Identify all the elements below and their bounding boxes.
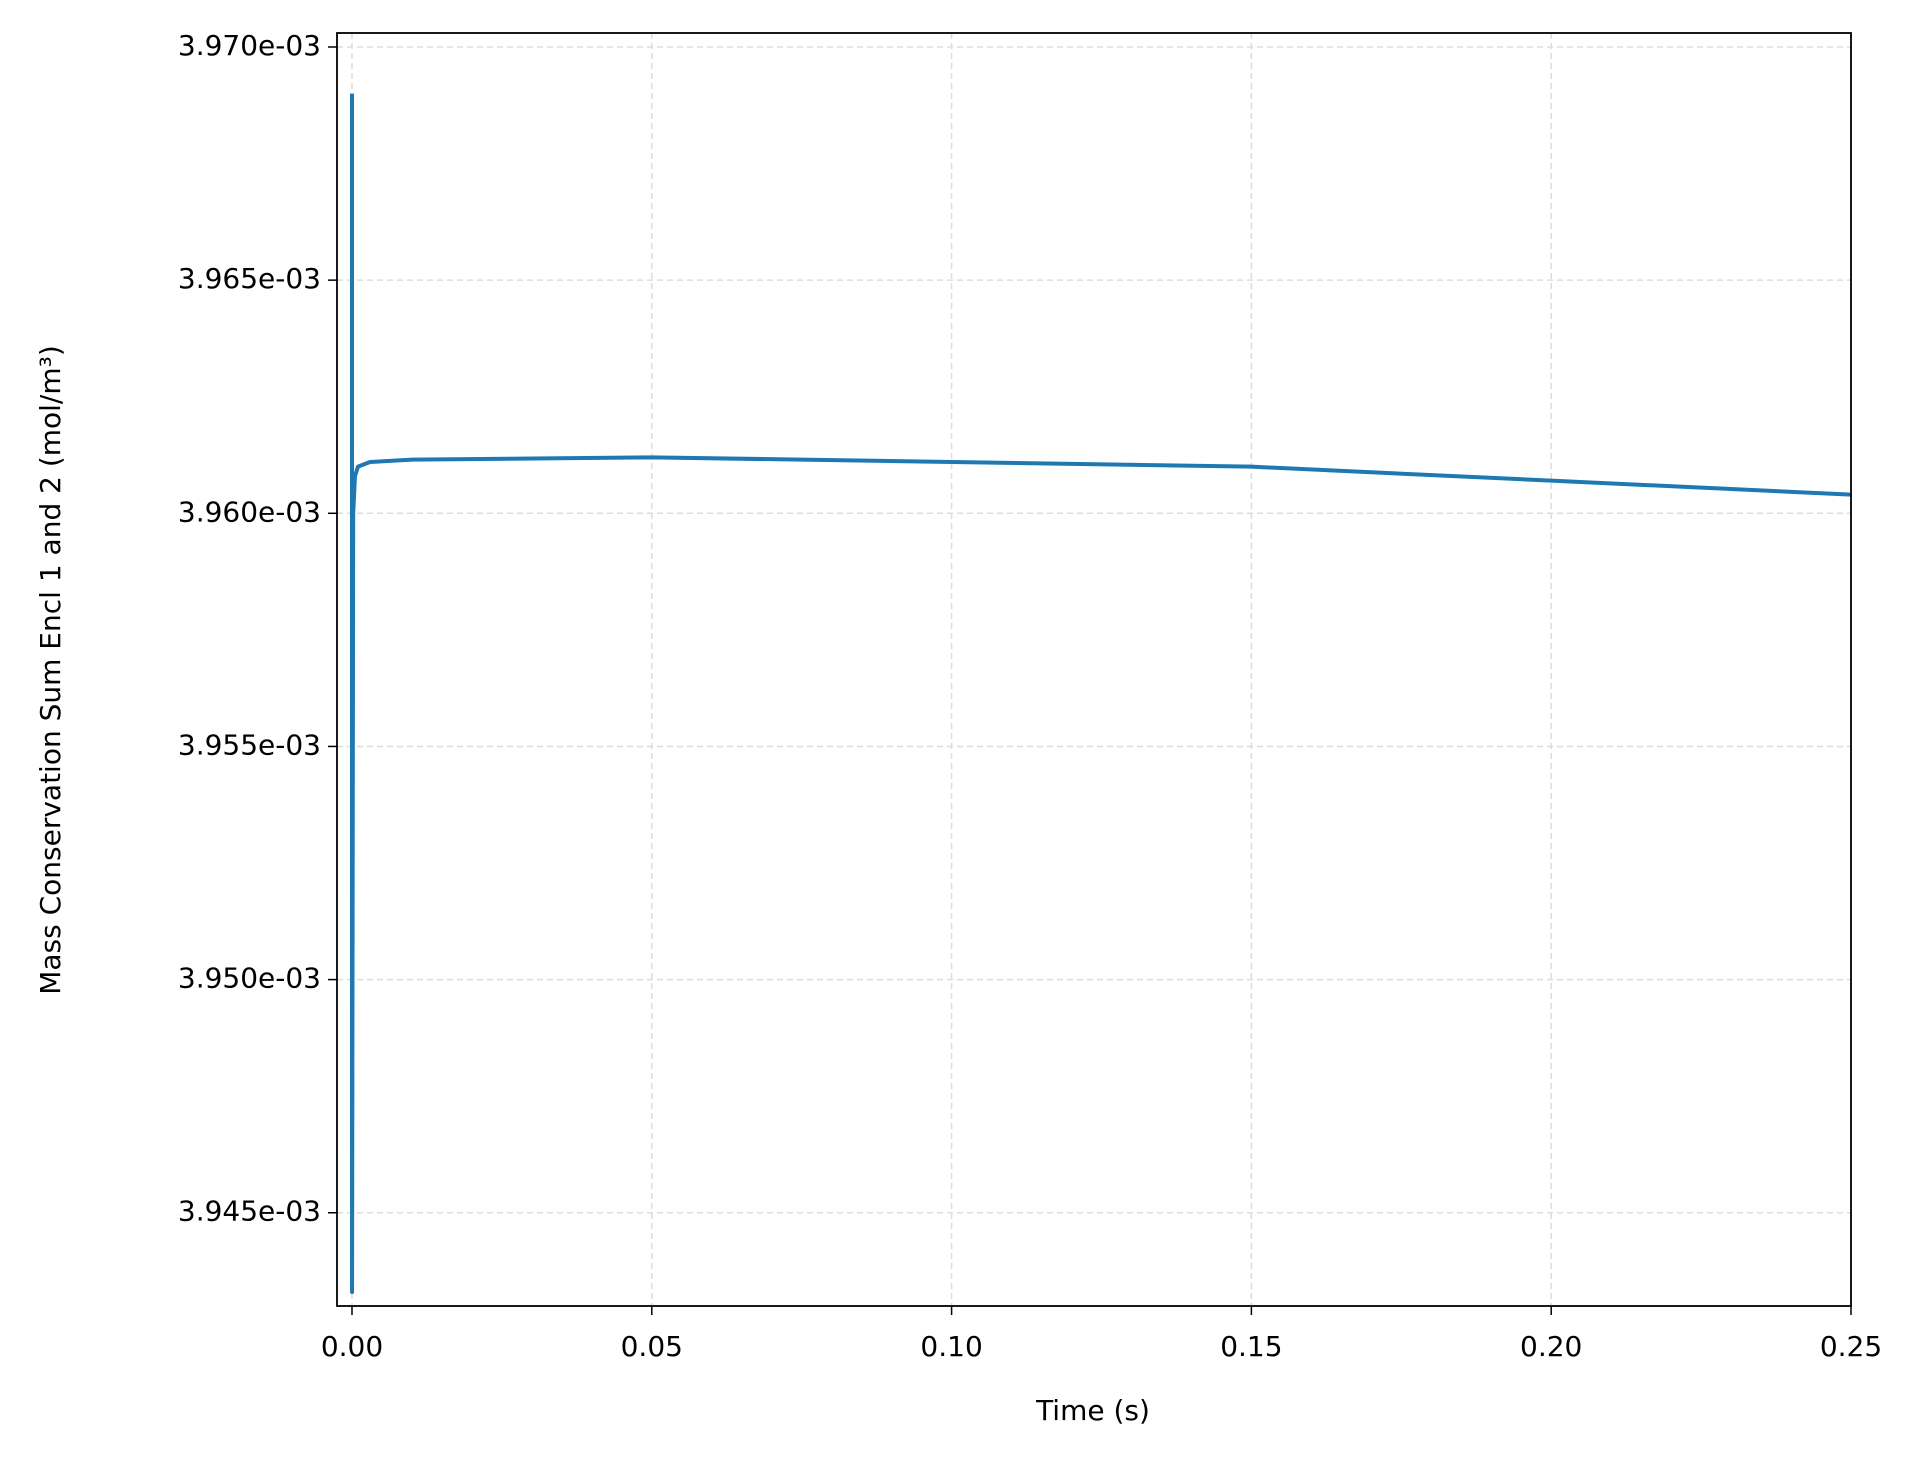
x-tick-label: 0.20 (1520, 1330, 1582, 1363)
x-tick-label: 0.25 (1820, 1330, 1882, 1363)
x-tick-label: 0.05 (621, 1330, 683, 1363)
y-tick-label: 3.970e-03 (178, 29, 321, 62)
plot-frame (336, 32, 1852, 1307)
y-tick-label: 3.955e-03 (178, 728, 321, 761)
y-axis-label: Mass Conservation Sum Encl 1 and 2 (mol/… (34, 345, 67, 995)
y-tick-label: 3.960e-03 (178, 495, 321, 528)
x-tick-label: 0.00 (321, 1330, 383, 1363)
y-tick-label: 3.950e-03 (178, 962, 321, 995)
x-axis-label: Time (s) (1035, 1394, 1150, 1427)
y-tick-label: 3.965e-03 (178, 262, 321, 295)
x-tick-label: 0.15 (1220, 1330, 1282, 1363)
data-line (349, 93, 1852, 1295)
x-tick-label: 0.10 (920, 1330, 982, 1363)
y-tick-label: 3.945e-03 (178, 1195, 321, 1228)
